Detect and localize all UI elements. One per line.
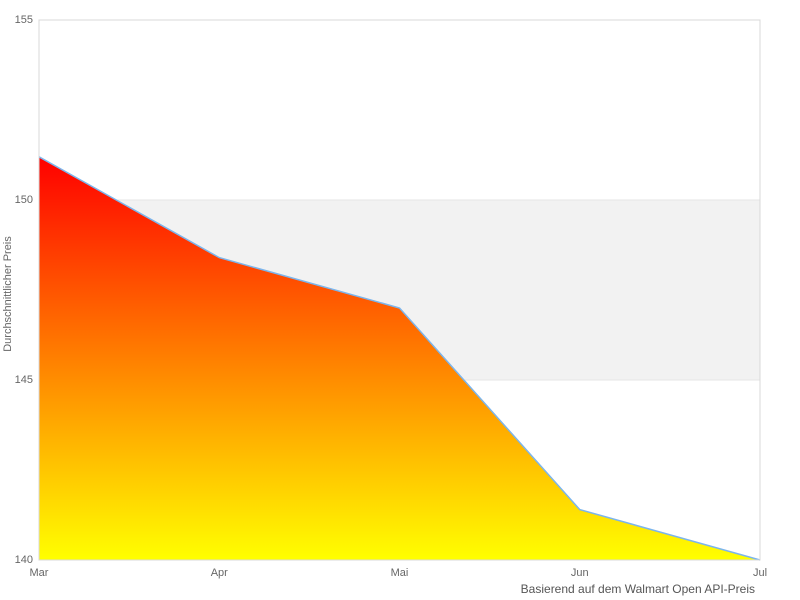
y-tick-label-140: 140 bbox=[14, 554, 33, 566]
x-tick-label-apr: Apr bbox=[210, 567, 228, 579]
series-line bbox=[38, 156, 761, 561]
x-tick-label-jun: Jun bbox=[570, 567, 589, 579]
y-axis-title: Durchschnittlicher Preis bbox=[2, 236, 14, 352]
chart-caption: Basierend auf dem Walmart Open API-Preis bbox=[520, 582, 755, 596]
plot-border bbox=[38, 19, 761, 561]
x-tick-label-mai: Mai bbox=[390, 567, 409, 579]
x-tick-label-mar: Mar bbox=[29, 567, 49, 579]
y-tick-label-150: 150 bbox=[14, 194, 33, 206]
y-tick-label-155: 155 bbox=[14, 14, 33, 26]
x-tick-label-jul: Jul bbox=[752, 567, 768, 579]
y-tick-label-145: 145 bbox=[14, 374, 33, 386]
